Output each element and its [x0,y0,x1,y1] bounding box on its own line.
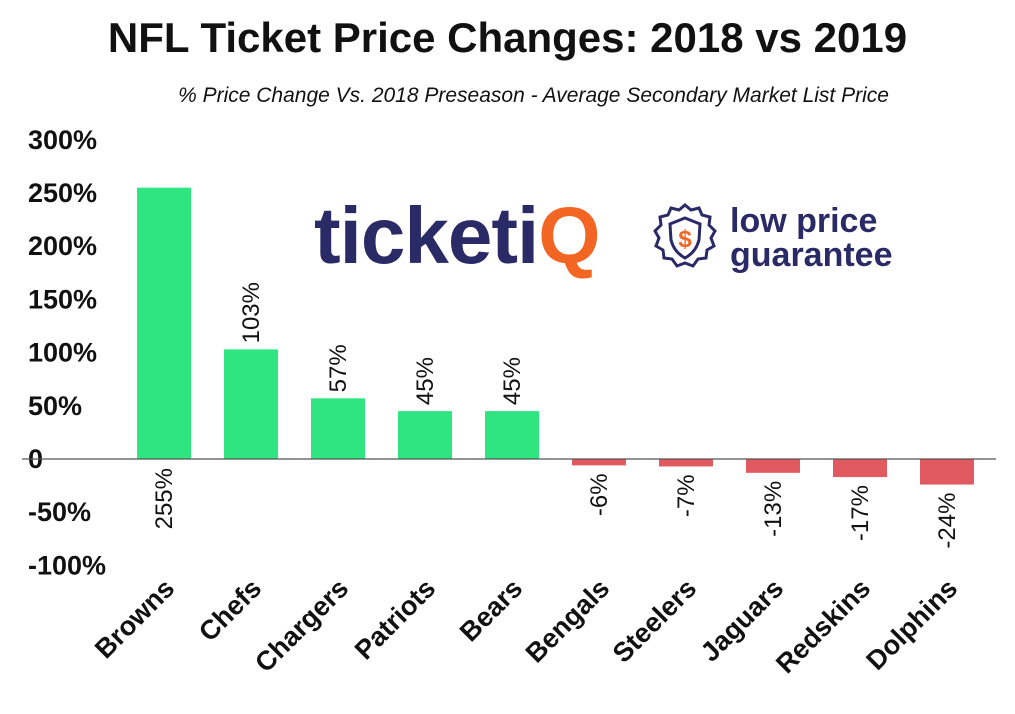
data-label: -7% [673,474,700,517]
x-tick-label: Patriots [349,573,441,665]
bar [137,187,191,459]
x-tick-label: Chefs [193,573,267,647]
y-tick-label: 150% [28,284,97,314]
data-label: 255% [151,468,178,529]
bar [746,459,800,473]
x-tick-label: Chargers [249,573,354,678]
chart-subtitle: % Price Change Vs. 2018 Preseason - Aver… [178,84,889,107]
x-tick-label: Bengals [520,573,615,668]
x-tick-label: Dolphins [860,573,963,676]
dollar-shield-icon: $ [653,203,717,268]
bar [311,398,365,459]
data-label: -6% [586,473,613,516]
y-tick-label: 300% [28,125,97,155]
bar [224,349,278,459]
chart-title: NFL Ticket Price Changes: 2018 vs 2019 [107,14,908,61]
bar [398,411,452,459]
x-tick-label: Browns [89,573,180,664]
data-label: -17% [847,485,874,541]
logo-tagline-line1: low price [730,202,878,240]
logo-tagline-line2: guarantee [730,236,893,274]
data-label: -24% [934,493,961,549]
x-tick-label: Redskins [770,573,876,679]
bar [659,459,713,467]
ticketiq-logo: ticketiQ $ low price guarantee [314,186,934,286]
y-tick-label: 100% [28,338,97,368]
logo-tagline: low price guarantee [730,204,893,272]
x-tick-label: Bears [454,573,528,647]
data-label: 45% [412,357,439,405]
logo-word-accent: Q [538,191,600,280]
data-label: 103% [238,282,265,343]
data-label: -13% [760,481,787,537]
svg-text:$: $ [678,226,692,253]
data-label: 45% [499,357,526,405]
y-tick-label: 200% [28,231,97,261]
bar [485,411,539,459]
y-tick-label: -50% [28,497,91,527]
y-tick-label: 250% [28,178,97,208]
bar [833,459,887,478]
x-tick-label: Steelers [607,573,703,669]
bar [572,459,626,466]
y-tick-label: 50% [28,391,82,421]
bar [920,459,974,485]
y-tick-label: -100% [28,550,106,580]
data-label: 57% [325,344,352,392]
logo-wordmark: ticketiQ [314,186,600,286]
logo-word-main: ticketi [314,191,539,280]
